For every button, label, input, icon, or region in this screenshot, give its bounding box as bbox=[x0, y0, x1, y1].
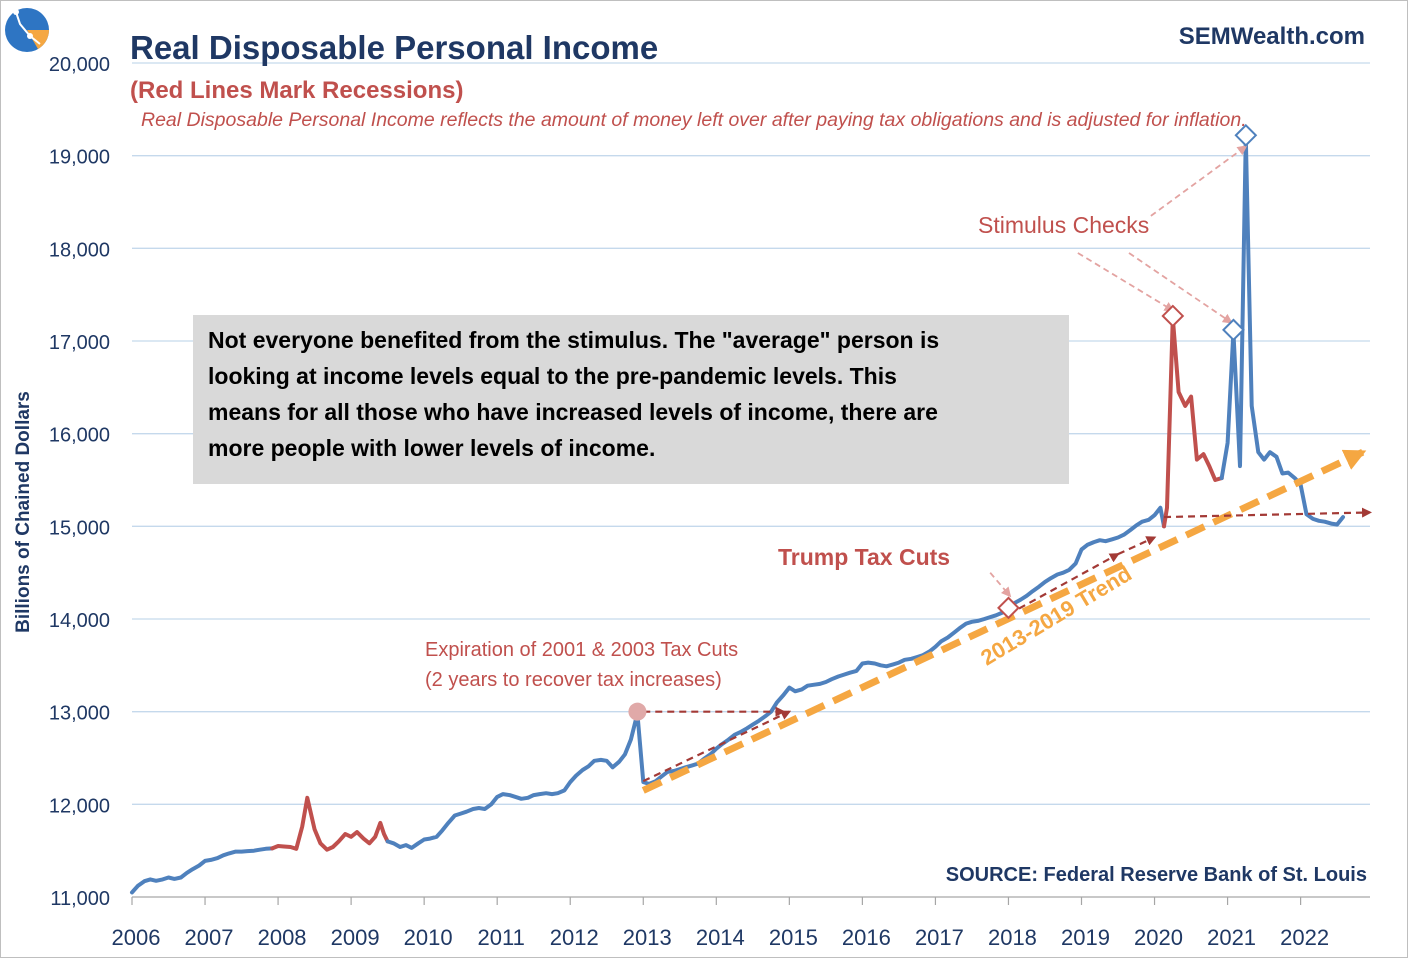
x-tick-label: 2008 bbox=[258, 925, 307, 950]
chart-description: Real Disposable Personal Income reflects… bbox=[141, 109, 1247, 131]
x-axis-ticks: 2006 2007 2008 2009 2010 2011 2012 2013 2014 2015… bbox=[112, 896, 1370, 950]
x-tick-label: 2014 bbox=[696, 925, 745, 950]
tax-expiration-marker bbox=[628, 702, 647, 721]
x-tick-label: 2011 bbox=[478, 925, 525, 950]
x-tick-label: 2010 bbox=[404, 925, 453, 950]
recovery-arrow bbox=[1117, 536, 1157, 556]
recovery-arrow bbox=[1007, 553, 1120, 616]
income-series-line bbox=[130, 846, 275, 895]
recession-series-line bbox=[270, 795, 390, 852]
callout-arrow bbox=[989, 572, 1012, 598]
y-tick-label: 15,000 bbox=[49, 517, 110, 539]
chart-title: Real Disposable Personal Income bbox=[130, 29, 658, 66]
y-tick-label: 12,000 bbox=[49, 795, 110, 817]
x-tick-label: 2016 bbox=[842, 925, 891, 950]
callout-arrow bbox=[1077, 252, 1175, 312]
y-tick-label: 13,000 bbox=[49, 703, 110, 725]
note-line-4: more people with lower levels of income. bbox=[208, 435, 655, 461]
trump-tax-cuts-label: Trump Tax Cuts bbox=[778, 544, 950, 570]
x-tick-label: 2012 bbox=[550, 925, 599, 950]
y-tick-label: 17,000 bbox=[49, 332, 110, 354]
y-tick-label: 11,000 bbox=[50, 888, 110, 910]
x-tick-label: 2017 bbox=[915, 925, 964, 950]
stimulus-checks-label: Stimulus Checks bbox=[978, 212, 1149, 238]
diamond-marker bbox=[997, 596, 1020, 620]
marker-layer bbox=[628, 123, 1258, 721]
series-layer bbox=[130, 135, 1345, 895]
note-line-1: Not everyone benefited from the stimulus… bbox=[208, 327, 939, 353]
y-tick-label: 16,000 bbox=[49, 425, 110, 447]
y-tick-label: 14,000 bbox=[49, 610, 110, 632]
x-tick-label: 2013 bbox=[623, 925, 672, 950]
diamond-marker bbox=[1222, 318, 1245, 342]
x-tick-label: 2018 bbox=[988, 925, 1037, 950]
y-axis-ticks: 11,000 12,000 13,000 14,000 15,000 16,000 17,0… bbox=[49, 54, 110, 910]
income-series-line bbox=[385, 505, 1166, 850]
y-axis-label: Billions of Chained Dollars bbox=[13, 391, 34, 633]
trend-arrow bbox=[641, 449, 1367, 794]
recovery-arrow bbox=[642, 710, 792, 783]
x-tick-label: 2009 bbox=[331, 925, 380, 950]
income-series-line bbox=[1219, 135, 1345, 527]
x-tick-label: 2020 bbox=[1134, 925, 1183, 950]
brand-logo-icon bbox=[5, 8, 49, 52]
note-line-3: means for all those who have increased l… bbox=[208, 399, 938, 425]
diamond-marker bbox=[1161, 304, 1185, 328]
note-box bbox=[193, 315, 1069, 484]
recovery-arrow bbox=[1164, 507, 1372, 519]
recession-series-line bbox=[1162, 315, 1224, 529]
x-tick-label: 2022 bbox=[1280, 925, 1329, 950]
diamond-marker bbox=[1234, 123, 1258, 147]
x-tick-label: 2006 bbox=[112, 925, 161, 950]
expiration-label-line-2: (2 years to recover tax increases) bbox=[425, 669, 722, 691]
callout-arrow bbox=[1128, 252, 1233, 324]
note-line-2: looking at income levels equal to the pr… bbox=[208, 363, 897, 389]
source-label: SOURCE: Federal Reserve Bank of St. Loui… bbox=[946, 864, 1367, 886]
y-tick-label: 20,000 bbox=[49, 54, 110, 76]
callout-arrow bbox=[1150, 145, 1248, 217]
x-tick-label: 2015 bbox=[769, 925, 818, 950]
chart-subtitle: (Red Lines Mark Recessions) bbox=[130, 77, 463, 104]
x-tick-label: 2007 bbox=[185, 925, 234, 950]
x-tick-label: 2019 bbox=[1061, 925, 1110, 950]
expiration-label-line-1: Expiration of 2001 & 2003 Tax Cuts bbox=[425, 639, 738, 661]
x-tick-label: 2021 bbox=[1207, 925, 1256, 950]
y-tick-label: 18,000 bbox=[49, 239, 110, 261]
y-tick-label: 19,000 bbox=[49, 147, 110, 169]
overlay-layer bbox=[641, 145, 1372, 794]
brand-label: SEMWealth.com bbox=[1179, 23, 1365, 50]
